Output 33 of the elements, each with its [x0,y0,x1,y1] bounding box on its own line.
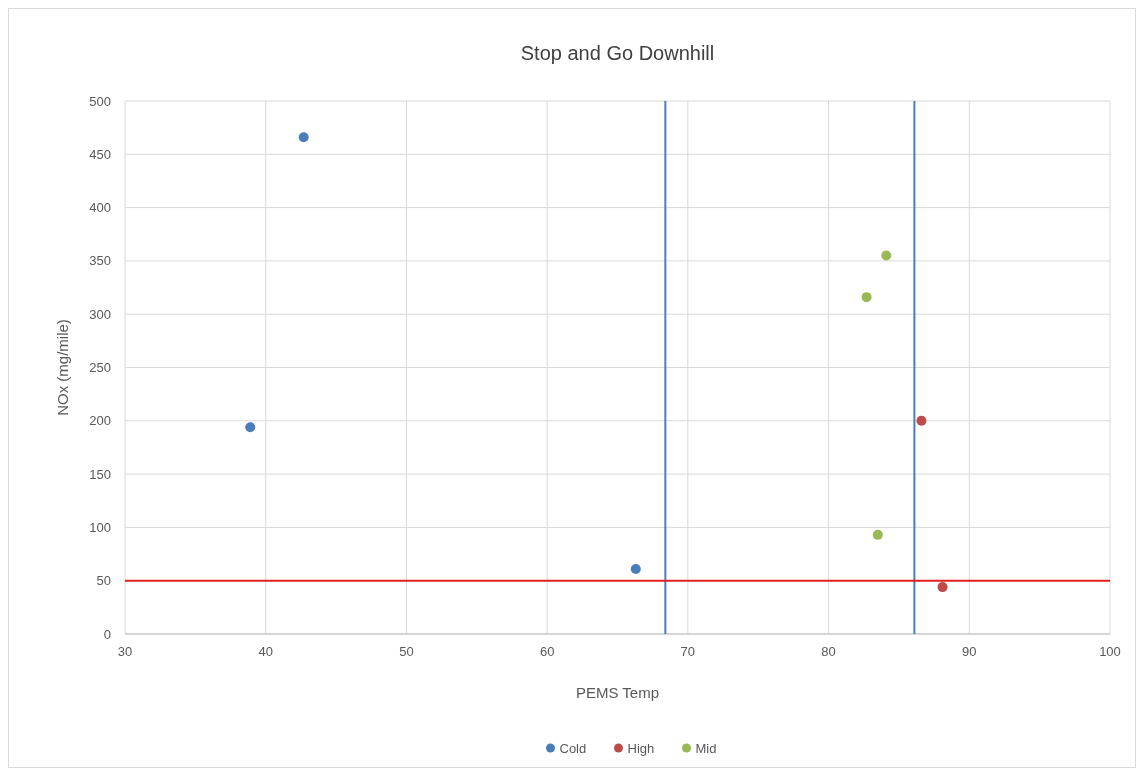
point [861,292,872,303]
y-tick-label: 300 [89,306,111,322]
x-tick-label: 50 [399,644,414,659]
x-tick-label: 40 [258,644,273,659]
x-tick-label: 30 [117,644,133,659]
y-axis-title: NOx (mg/mile) [54,319,71,416]
y-tick-label: 150 [89,466,111,482]
y-tick-label: 100 [89,519,111,535]
point [937,582,948,593]
legend-label: Cold [559,741,587,756]
x-tick-label: 100 [1099,644,1121,659]
point [872,529,883,540]
y-tick-label: 50 [96,573,111,589]
y-tick-label: 0 [103,626,111,642]
x-axis-title: PEMS Temp [575,684,660,701]
legend-label: High [627,741,655,756]
y-tick-label: 200 [89,413,111,429]
x-tick-label: 70 [680,644,696,659]
point [916,415,927,426]
chart-title: Stop and Go Downhill [520,42,715,64]
x-tick-label: 60 [539,644,555,659]
y-tick-label: 500 [89,93,111,109]
y-tick-label: 450 [89,146,111,162]
y-tick-label: 400 [89,200,111,216]
point [245,422,256,433]
x-tick-label: 90 [962,644,977,659]
point [298,132,309,143]
y-tick-label: 250 [89,360,111,375]
x-tick-label: 80 [821,644,836,659]
point [630,563,641,574]
point [881,250,892,261]
y-tick-label: 350 [89,253,111,269]
legend-label: Mid [695,741,717,756]
